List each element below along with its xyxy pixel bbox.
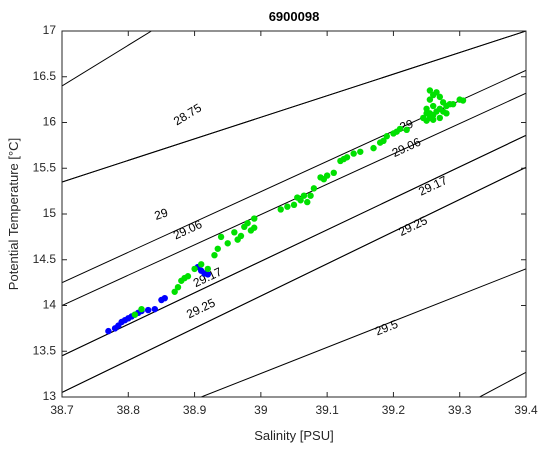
data-point <box>426 96 434 103</box>
data-point <box>284 203 291 210</box>
data-point <box>423 110 430 117</box>
data-point <box>307 192 314 199</box>
data-point <box>383 133 390 140</box>
data-point <box>171 288 178 295</box>
data-point <box>224 240 231 247</box>
data-point <box>204 265 212 273</box>
x-tick-label: 39.4 <box>514 403 538 417</box>
data-point <box>151 305 158 313</box>
data-point <box>214 245 221 252</box>
data-point <box>357 148 364 155</box>
data-point <box>297 197 304 204</box>
x-tick-label: 38.7 <box>50 403 74 417</box>
density-contours <box>62 31 526 397</box>
data-point <box>350 150 357 157</box>
y-tick-label: 15.5 <box>33 160 57 174</box>
data-point <box>231 229 238 236</box>
contour-line <box>62 134 526 357</box>
x-tick-label: 38.8 <box>117 403 141 417</box>
contour-line <box>62 31 152 87</box>
data-point <box>204 271 212 278</box>
y-axis-label: Potential Temperature [°C] <box>6 138 21 290</box>
x-axis-label: Salinity [PSU] <box>254 428 333 443</box>
data-point <box>459 97 467 104</box>
data-point <box>403 126 410 134</box>
x-tick-label: 39.1 <box>315 403 339 417</box>
data-point <box>426 114 434 122</box>
data-point <box>380 137 387 144</box>
x-tick-label: 39.2 <box>382 403 406 417</box>
data-point <box>244 219 251 227</box>
data-point <box>370 144 377 152</box>
data-point <box>423 105 430 112</box>
data-point <box>300 192 308 199</box>
data-points <box>105 87 467 335</box>
data-point <box>310 185 318 192</box>
y-tick-label: 16.5 <box>33 69 57 83</box>
data-point <box>211 251 218 259</box>
data-point <box>105 327 112 335</box>
contour-line <box>62 31 526 183</box>
x-tick-label: 38.9 <box>183 403 207 417</box>
data-point <box>161 294 168 302</box>
x-tick-label: 39 <box>254 403 268 417</box>
x-axis-ticks: 38.7 38.8 38.9 39 39.1 39.2 39.3 39.4 <box>50 31 538 417</box>
data-point <box>443 110 450 117</box>
chart-title: 6900098 <box>269 9 320 24</box>
data-point <box>330 169 337 177</box>
y-tick-label: 15 <box>43 206 57 220</box>
data-point <box>144 306 152 314</box>
data-point <box>277 206 284 213</box>
data-point <box>343 154 351 161</box>
contour-line <box>62 92 526 306</box>
contour-line <box>62 166 526 393</box>
data-point <box>449 101 457 108</box>
y-tick-label: 16 <box>43 115 57 129</box>
data-point <box>251 215 258 222</box>
data-point <box>191 265 198 273</box>
data-point <box>131 311 139 318</box>
data-point <box>237 232 245 240</box>
data-point <box>184 273 192 280</box>
data-point <box>138 305 145 313</box>
data-point <box>439 99 447 106</box>
data-point <box>304 198 311 206</box>
data-point <box>426 87 434 94</box>
data-point <box>433 89 440 96</box>
y-tick-label: 17 <box>43 23 57 37</box>
data-point <box>396 125 404 133</box>
y-tick-label: 14.5 <box>33 252 57 266</box>
contour-line <box>479 371 526 397</box>
y-tick-label: 13 <box>43 389 57 403</box>
x-tick-label: 39.3 <box>448 403 472 417</box>
data-point <box>323 172 331 179</box>
data-point <box>217 233 225 241</box>
y-tick-label: 13.5 <box>33 343 57 357</box>
contour-line <box>201 268 526 397</box>
data-point <box>198 261 205 268</box>
data-point <box>430 102 437 110</box>
y-tick-label: 14 <box>43 298 57 312</box>
y-axis-ticks: 13 13.5 14 14.5 15 15.5 16 16.5 17 <box>33 23 526 403</box>
data-point <box>251 224 258 231</box>
data-point <box>436 114 444 122</box>
contour-label: 29 <box>153 205 170 223</box>
data-point <box>436 93 444 101</box>
data-point <box>174 284 182 291</box>
data-point <box>290 201 298 209</box>
